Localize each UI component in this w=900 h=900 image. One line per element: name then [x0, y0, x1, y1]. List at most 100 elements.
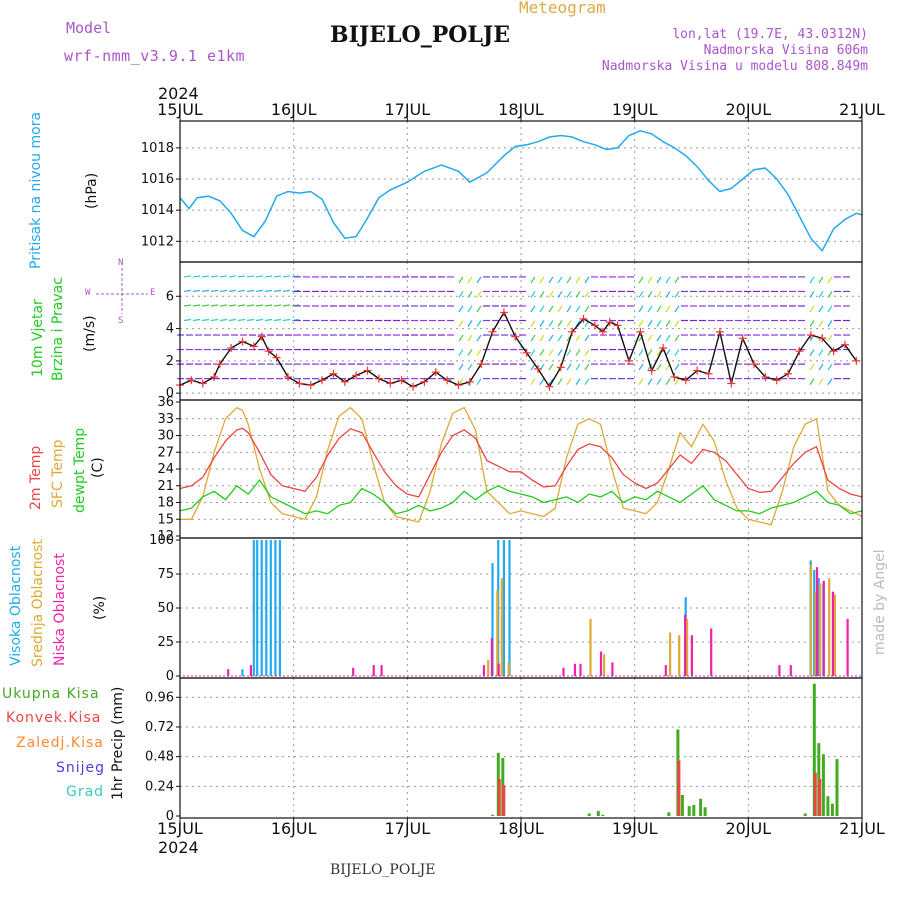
precip-bar [692, 804, 696, 816]
wind-arrow [210, 304, 219, 307]
wind-arrow [539, 349, 545, 356]
wind-arrow [656, 349, 662, 356]
precip-bar [667, 812, 671, 816]
cloud-bar [833, 594, 836, 676]
precip-bar [830, 803, 834, 816]
cloud-bar [497, 663, 500, 676]
cloud-bar [846, 618, 849, 676]
wind-arrow [467, 334, 473, 342]
wind-arrow [557, 276, 563, 284]
ytick-label: 100 [149, 533, 174, 548]
wind-arrow [809, 363, 815, 371]
wind-arrow [476, 276, 482, 284]
wind-arrow [638, 363, 644, 371]
ytick-label: 1012 [141, 234, 174, 249]
ytick-label: 1014 [141, 203, 174, 218]
cloud-bar [256, 540, 259, 676]
wind-arrow [467, 305, 473, 313]
wind-arrow [201, 289, 210, 293]
wind-arrow [530, 291, 536, 298]
wind-arrow [255, 275, 264, 278]
cloud-bar [490, 637, 493, 676]
precip-bar [587, 813, 591, 816]
wind-arrow [566, 378, 572, 385]
wind-arrow [255, 318, 264, 322]
wind-arrow [201, 275, 210, 278]
xtick-label-top: 20JUL [725, 100, 771, 119]
cloud-bar [589, 618, 592, 676]
wind-arrow [458, 320, 464, 327]
wind-arrow [665, 276, 671, 284]
wind-arrow [575, 334, 581, 342]
cloud-bar [611, 662, 614, 676]
precip-bar [596, 811, 600, 816]
cloud-bar [828, 578, 831, 676]
wind-arrow [458, 349, 464, 356]
wind-arrow [818, 276, 824, 284]
wind-arrow [647, 276, 653, 284]
wind-arrow [548, 276, 554, 284]
wind-arrow [210, 318, 219, 322]
wind-arrow [665, 305, 671, 313]
wind-arrow [273, 318, 282, 322]
wind-arrow [665, 334, 671, 342]
wind-arrow [476, 320, 482, 327]
wind-arrow [584, 363, 590, 371]
wind-arrow [818, 378, 824, 385]
wind-arrow [674, 334, 680, 342]
ytick-label: 75 [157, 567, 174, 582]
cloud-bar [603, 654, 606, 676]
ytick-label: 6 [166, 289, 174, 304]
compass-n-label: N [118, 258, 124, 268]
wind-arrow [584, 378, 590, 385]
cloud-bar [352, 667, 355, 676]
ytick-label: 4 [166, 322, 174, 337]
cloud-bar [778, 665, 781, 676]
wind-arrow [575, 349, 581, 356]
cloud-bar [664, 665, 667, 676]
ytick-label: 30 [157, 429, 174, 444]
wind-arrow [656, 291, 662, 298]
cloud-bar [579, 663, 582, 676]
ytick-label: 1018 [141, 141, 174, 156]
wind-arrow [246, 275, 255, 278]
wind-arrow [656, 334, 662, 342]
wind-arrow [530, 276, 536, 284]
wind-arrow [665, 349, 671, 356]
wind-arrow [638, 334, 644, 342]
wind-arrow [647, 305, 653, 313]
sfc-temp-line [180, 406, 863, 526]
wind-arrow [246, 289, 255, 293]
wind-arrow [458, 276, 464, 284]
year-top: 2024 [158, 84, 199, 103]
wind-arrow [566, 349, 572, 356]
wind-arrow [557, 305, 563, 313]
wind-arrow [566, 363, 572, 371]
wind-arrow [237, 289, 246, 293]
cloud-bar [822, 580, 825, 676]
wind-arrow [282, 318, 291, 322]
wind-arrow [282, 304, 291, 307]
wind-arrow [548, 320, 554, 327]
cloud-bar [562, 667, 565, 676]
year-bottom: 2024 [158, 838, 199, 857]
station-title: BIJELO_POLJE [330, 22, 511, 48]
compass-e-label: E [150, 288, 156, 298]
wind-arrow [575, 305, 581, 313]
wind-arrow [219, 318, 228, 322]
cloud-bar [227, 669, 230, 676]
wind-arrow [201, 304, 210, 307]
wind-arrow [273, 289, 282, 293]
cloud-bar [814, 591, 817, 676]
wind-arrow [476, 349, 482, 356]
precip-label-snow: Snijeg [56, 760, 106, 776]
wind-arrow [219, 275, 228, 278]
cloud-bar [789, 665, 792, 676]
xtick-label-top: 21JUL [839, 100, 885, 119]
ytick-label: 25 [157, 635, 174, 650]
wind-arrow [647, 320, 653, 327]
wind-arrow [818, 320, 824, 327]
precip-label-frozen: Zaledj.Kisa [16, 735, 104, 751]
wind-arrow [827, 349, 833, 356]
wind-arrow [638, 320, 644, 327]
